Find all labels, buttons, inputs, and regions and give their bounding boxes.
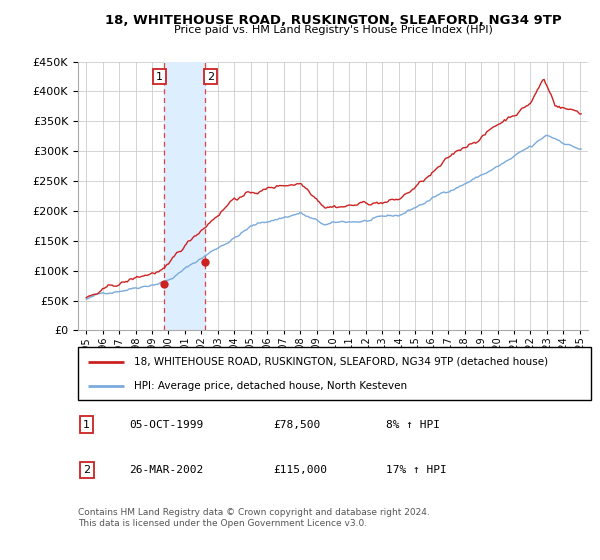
Text: 05-OCT-1999: 05-OCT-1999: [130, 420, 203, 430]
Text: HPI: Average price, detached house, North Kesteven: HPI: Average price, detached house, Nort…: [134, 381, 407, 391]
Bar: [164, 62, 205, 330]
Text: 2: 2: [207, 72, 214, 82]
Text: £115,000: £115,000: [273, 465, 327, 475]
Text: 18, WHITEHOUSE ROAD, RUSKINGTON, SLEAFORD, NG34 9TP: 18, WHITEHOUSE ROAD, RUSKINGTON, SLEAFOR…: [104, 14, 562, 27]
Text: 17% ↑ HPI: 17% ↑ HPI: [386, 465, 446, 475]
Text: 1: 1: [156, 72, 163, 82]
Text: 8% ↑ HPI: 8% ↑ HPI: [386, 420, 440, 430]
Text: Price paid vs. HM Land Registry's House Price Index (HPI): Price paid vs. HM Land Registry's House …: [173, 25, 493, 35]
Text: 2: 2: [83, 465, 90, 475]
Text: Contains HM Land Registry data © Crown copyright and database right 2024.
This d: Contains HM Land Registry data © Crown c…: [78, 508, 430, 528]
Text: £78,500: £78,500: [273, 420, 320, 430]
Text: 18, WHITEHOUSE ROAD, RUSKINGTON, SLEAFORD, NG34 9TP (detached house): 18, WHITEHOUSE ROAD, RUSKINGTON, SLEAFOR…: [134, 357, 548, 367]
Text: 1: 1: [83, 420, 90, 430]
Text: 26-MAR-2002: 26-MAR-2002: [130, 465, 203, 475]
